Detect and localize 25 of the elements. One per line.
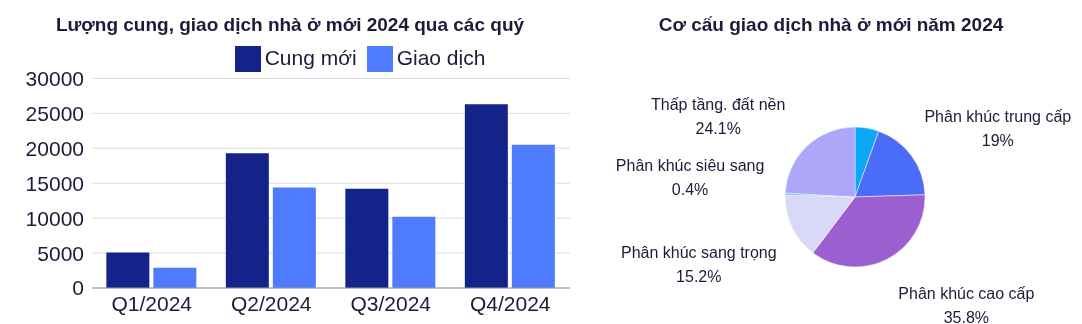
y-tick-label: 0 [72,276,84,300]
x-tick-label: Q1/2024 [111,291,193,315]
y-tick-label: 25000 [25,101,84,125]
data-label: 15.2% [676,267,722,285]
data-label: 35.8% [943,308,990,324]
slice-label: Phân khúc sang trọng [620,243,777,261]
y-tick-label: 10000 [25,206,84,230]
chart-title: Cơ cấu giao dịch nhà ở mới năm 2024 [657,14,1005,36]
legend-label: Cung mới [264,46,357,69]
x-tick-label: Q3/2024 [350,291,432,315]
y-tick-label: 30000 [25,66,84,90]
legend-label: Giao dịch [396,46,486,69]
slice-label: Phân khúc siêu sang [615,157,765,175]
chart-title: Lượng cung, giao dịch nhà ở mới 2024 qua các quý [54,14,526,36]
y-tick-label: 5000 [37,241,84,265]
slice-label: Phân khúc cao cấp [898,284,1035,302]
y-tick-label: 20000 [25,136,84,160]
data-label: 24.1% [695,119,741,137]
slice-label: Phân khúc trung cấp [924,108,1072,126]
x-tick-label: Q4/2024 [469,291,551,315]
slice-label: Thấp tầng. đất nền [651,95,786,113]
x-tick-label: Q2/2024 [230,291,312,315]
data-label: 0.4% [671,181,709,199]
data-label: 19% [981,132,1014,150]
y-tick-label: 15000 [25,171,84,195]
